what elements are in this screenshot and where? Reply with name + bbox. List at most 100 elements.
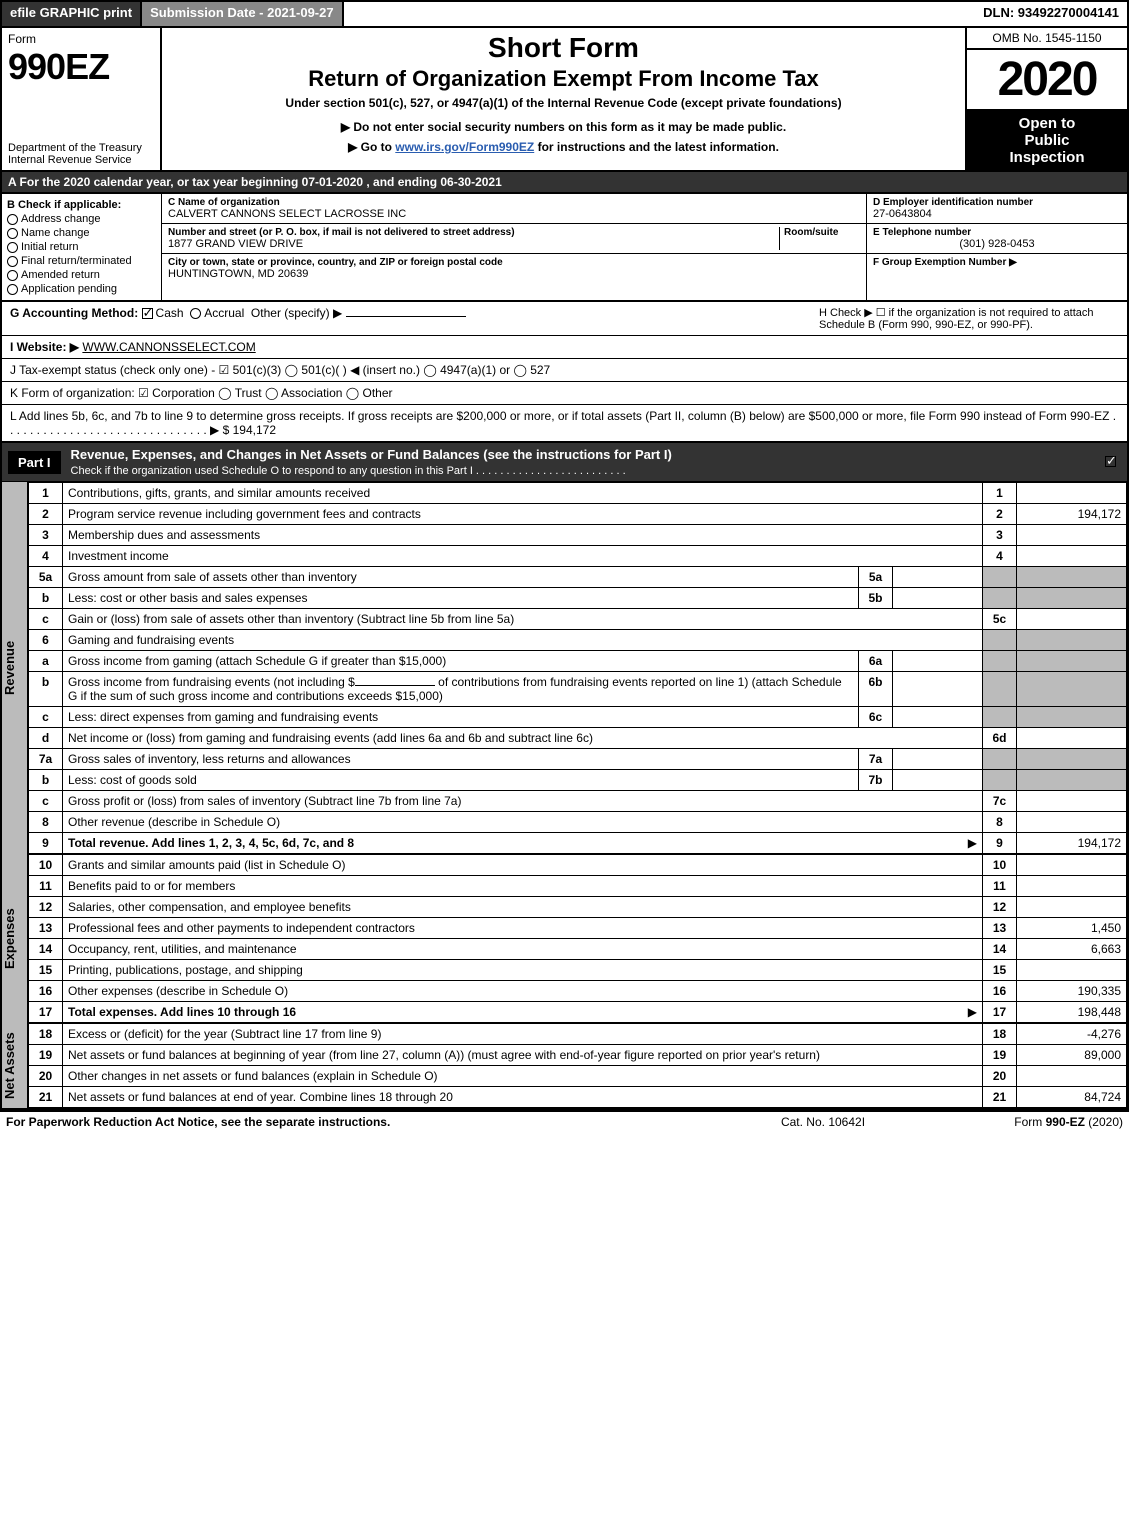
dln: DLN: 93492270004141 [975,2,1127,26]
cb-address-change[interactable] [7,214,18,225]
line-11: 11Benefits paid to or for members11 [29,876,1127,897]
info-grid: B Check if applicable: Address change Na… [0,194,1129,302]
line-4: 4Investment income4 [29,546,1127,567]
revenue-section: Revenue 1Contributions, gifts, grants, a… [0,482,1129,854]
b-o2: Name change [21,227,90,239]
open-line3: Inspection [971,149,1123,166]
expenses-section: Expenses 10Grants and similar amounts pa… [0,854,1129,1023]
part1-header: Part I Revenue, Expenses, and Changes in… [0,443,1129,482]
top-bar: efile GRAPHIC print Submission Date - 20… [0,0,1129,28]
b-o6: Application pending [21,283,117,295]
open-to-public: Open to Public Inspection [967,111,1127,170]
irs-link[interactable]: www.irs.gov/Form990EZ [395,140,534,154]
header-center: Short Form Return of Organization Exempt… [162,28,967,170]
org-name: CALVERT CANNONS SELECT LACROSSE INC [168,208,860,220]
b-heading: B Check if applicable: [7,199,156,211]
part1-title: Revenue, Expenses, and Changes in Net As… [67,443,1097,481]
b-o1: Address change [21,213,101,225]
line-15: 15Printing, publications, postage, and s… [29,960,1127,981]
line-6a: aGross income from gaming (attach Schedu… [29,651,1127,672]
g-other: Other (specify) ▶ [251,306,342,320]
form-ref: Form 990-EZ (2020) [923,1115,1123,1129]
form-number: 990EZ [8,46,154,88]
line-17: 17Total expenses. Add lines 10 through 1… [29,1002,1127,1023]
header-right: OMB No. 1545-1150 2020 Open to Public In… [967,28,1127,170]
row-g: G Accounting Method: Cash Accrual Other … [0,302,1129,336]
row-j: J Tax-exempt status (check only one) - ☑… [0,359,1129,382]
cb-accrual[interactable] [190,308,201,319]
line-8: 8Other revenue (describe in Schedule O)8 [29,812,1127,833]
return-title: Return of Organization Exempt From Incom… [168,66,959,92]
page-footer: For Paperwork Reduction Act Notice, see … [0,1110,1129,1132]
netassets-table: 18Excess or (deficit) for the year (Subt… [28,1023,1127,1108]
line-12: 12Salaries, other compensation, and empl… [29,897,1127,918]
cb-schedule-o[interactable] [1105,456,1116,467]
part1-badge: Part I [8,451,61,474]
open-line2: Public [971,132,1123,149]
c-addr-label: Number and street (or P. O. box, if mail… [168,227,775,238]
c-name-label: C Name of organization [168,197,860,208]
expenses-table: 10Grants and similar amounts paid (list … [28,854,1127,1023]
row-l: L Add lines 5b, 6c, and 7b to line 9 to … [0,405,1129,443]
g-cash: Cash [156,306,184,320]
org-address: 1877 GRAND VIEW DRIVE [168,238,775,250]
cat-no: Cat. No. 10642I [723,1115,923,1129]
cb-name-change[interactable] [7,228,18,239]
b-o4: Final return/terminated [21,255,132,267]
line-5b: bLess: cost or other basis and sales exp… [29,588,1127,609]
c-room-label: Room/suite [784,227,860,238]
line-10: 10Grants and similar amounts paid (list … [29,855,1127,876]
l-val: 194,172 [233,423,276,437]
dept-irs: Internal Revenue Service [8,154,154,166]
line-7c: cGross profit or (loss) from sales of in… [29,791,1127,812]
goto-post: for instructions and the latest informat… [534,140,779,154]
org-city: HUNTINGTOWN, MD 20639 [168,268,860,280]
i-label: I Website: ▶ [10,340,79,354]
line-20: 20Other changes in net assets or fund ba… [29,1066,1127,1087]
line-14: 14Occupancy, rent, utilities, and mainte… [29,939,1127,960]
e-tel-label: E Telephone number [873,227,1121,238]
line-13: 13Professional fees and other payments t… [29,918,1127,939]
form-header: Form 990EZ Department of the Treasury In… [0,28,1129,172]
efile-button[interactable]: efile GRAPHIC print [2,2,142,26]
section-def: D Employer identification number 27-0643… [867,194,1127,300]
telephone: (301) 928-0453 [873,238,1121,250]
line-2: 2Program service revenue including gover… [29,504,1127,525]
expenses-label: Expenses [2,854,28,1023]
submission-date: Submission Date - 2021-09-27 [142,2,344,26]
line-6d: dNet income or (loss) from gaming and fu… [29,728,1127,749]
c-city-label: City or town, state or province, country… [168,257,860,268]
section-c: C Name of organization CALVERT CANNONS S… [162,194,867,300]
cb-application-pending[interactable] [7,284,18,295]
website[interactable]: WWW.CANNONSSELECT.COM [82,340,255,354]
cb-final-return[interactable] [7,256,18,267]
line-21: 21Net assets or fund balances at end of … [29,1087,1127,1108]
cb-initial-return[interactable] [7,242,18,253]
b-o3: Initial return [21,241,78,253]
dept-treasury: Department of the Treasury [8,142,154,154]
revenue-label: Revenue [2,482,28,854]
line-3: 3Membership dues and assessments3 [29,525,1127,546]
revenue-table: 1Contributions, gifts, grants, and simil… [28,482,1127,854]
omb-number: OMB No. 1545-1150 [967,28,1127,50]
under-section: Under section 501(c), 527, or 4947(a)(1)… [168,96,959,110]
open-line1: Open to [971,115,1123,132]
line-5a: 5aGross amount from sale of assets other… [29,567,1127,588]
ein: 27-0643804 [873,208,1121,220]
line-6c: cLess: direct expenses from gaming and f… [29,707,1127,728]
d-ein-label: D Employer identification number [873,197,1121,208]
line-9: 9Total revenue. Add lines 1, 2, 3, 4, 5c… [29,833,1127,854]
l-text: L Add lines 5b, 6c, and 7b to line 9 to … [10,409,1116,437]
short-form-title: Short Form [168,32,959,64]
form-word: Form [8,32,154,46]
line-6: 6Gaming and fundraising events [29,630,1127,651]
ssn-warning: ▶ Do not enter social security numbers o… [168,120,959,134]
line-18: 18Excess or (deficit) for the year (Subt… [29,1024,1127,1045]
spacer [344,2,976,26]
h-check: H Check ▶ ☐ if the organization is not r… [819,306,1119,331]
g-accrual: Accrual [204,306,244,320]
cb-cash[interactable] [142,308,153,319]
line-1: 1Contributions, gifts, grants, and simil… [29,483,1127,504]
cb-amended-return[interactable] [7,270,18,281]
goto-pre: ▶ Go to [348,140,395,154]
